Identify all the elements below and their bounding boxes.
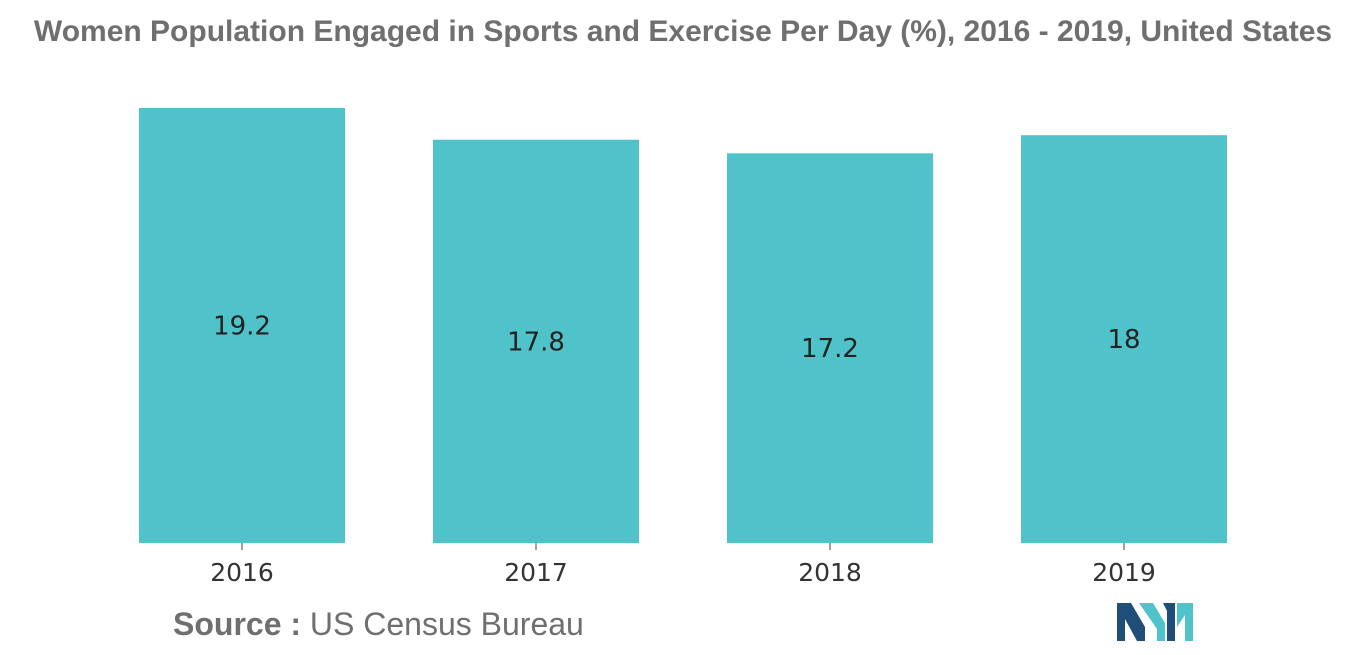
value-label-2017: 17.8 [507, 327, 565, 357]
x-axis-ticks-layer: 2016 2017 2018 2019 [210, 543, 1156, 587]
x-tick-label-2019: 2019 [1092, 558, 1156, 587]
x-tick-label-2018: 2018 [798, 558, 862, 587]
source-note: Source : US Census Bureau [173, 606, 584, 643]
source-label: Source : [173, 606, 302, 642]
value-label-2016: 19.2 [213, 312, 271, 342]
value-label-2018: 17.2 [801, 334, 859, 364]
source-text: US Census Bureau [309, 606, 584, 642]
bar-2018 [727, 153, 933, 543]
bar-2016 [139, 108, 345, 543]
x-tick-label-2017: 2017 [504, 558, 568, 587]
mordor-intelligence-logo-icon [1117, 603, 1193, 641]
value-labels-layer: 19.2 17.8 17.2 18 [213, 312, 1140, 365]
x-tick-label-2016: 2016 [210, 558, 274, 587]
bar-2017 [433, 139, 639, 543]
value-label-2019: 18 [1107, 325, 1140, 355]
bars-layer [139, 108, 1227, 543]
bar-2019 [1021, 135, 1227, 543]
chart-title: Women Population Engaged in Sports and E… [33, 15, 1333, 48]
